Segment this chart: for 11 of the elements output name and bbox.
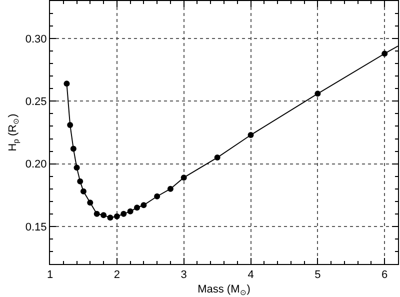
x-axis-title: Mass (M$_{⊙}$) (198, 284, 250, 297)
y-tick-label: 0.20 (25, 158, 47, 171)
x-tick-label: 6 (382, 269, 388, 282)
x-tick-label: 3 (180, 269, 187, 282)
x-tick-label: 4 (248, 269, 254, 282)
x-tick-label: 2 (114, 269, 120, 282)
y-tick-label: 0.30 (25, 33, 47, 46)
x-tick-label: 5 (314, 269, 321, 282)
y-tick-label: 0.25 (25, 96, 47, 108)
y-tick-label: 0.15 (25, 221, 47, 234)
x-tick-label: 1 (46, 269, 54, 282)
